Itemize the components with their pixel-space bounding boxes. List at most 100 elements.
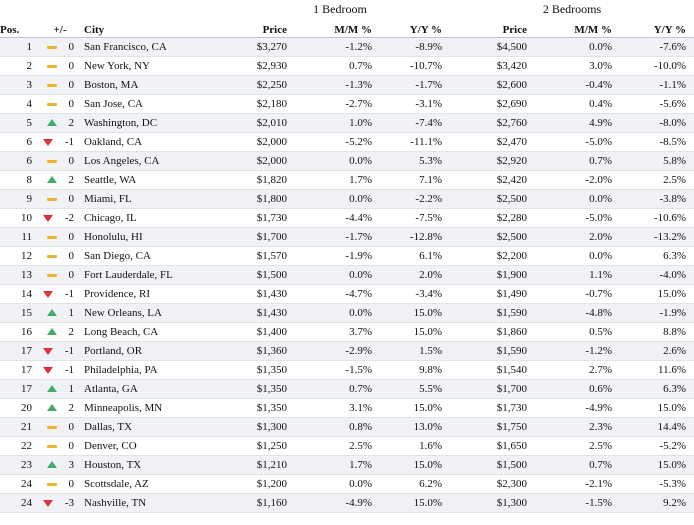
price-2br-cell: $1,300: [450, 493, 535, 513]
city-cell: Houston, TX: [80, 455, 230, 475]
price-1br-cell: $1,210: [230, 455, 295, 475]
mm-2br-cell: -0.4%: [535, 75, 620, 95]
down-arrow-icon: [41, 138, 55, 147]
yy-1br-cell: 15.0%: [380, 303, 450, 323]
rank-cell: 20: [0, 398, 40, 418]
up-arrow-icon: [45, 176, 59, 184]
change-cell: 2: [40, 170, 80, 190]
mm-1br-cell: -1.9%: [295, 246, 380, 266]
table-row: 16 2 Long Beach, CA $1,400 3.7% 15.0% $1,860 0.…: [0, 322, 694, 342]
mm-1br-cell: -1.3%: [295, 75, 380, 95]
table-row: 13 0 Fort Lauderdale, FL $1,500 0.0% 2.0% $1,9…: [0, 265, 694, 285]
change-cell: 0: [40, 417, 80, 437]
change-cell: -1: [40, 284, 80, 304]
price-2br-cell: $1,700: [450, 379, 535, 399]
city-cell: Dallas, TX: [80, 417, 230, 437]
change-value: 0: [68, 79, 75, 91]
change-cell: 0: [40, 56, 80, 76]
mm-2br-cell: 1.1%: [535, 265, 620, 285]
price-1br-cell: $1,350: [230, 360, 295, 380]
table-row: 12 0 San Diego, CA $1,570 -1.9% 6.1% $2,200 0.0…: [0, 246, 694, 266]
down-arrow-icon: [41, 366, 55, 375]
mm-1br-cell: 2.5%: [295, 436, 380, 456]
change-value: 1: [68, 383, 75, 395]
mm-1br-cell: -4.7%: [295, 284, 380, 304]
price-2br-cell: $2,420: [450, 170, 535, 190]
down-arrow-icon: [41, 214, 55, 223]
group-header-1br: 1 Bedroom: [313, 2, 367, 16]
change-value: 0: [68, 269, 75, 281]
change-cell: 1: [40, 379, 80, 399]
yy-1br-cell: -1.7%: [380, 75, 450, 95]
mm-2br-cell: -2.0%: [535, 170, 620, 190]
change-value: 0: [68, 41, 75, 53]
mm-2br-cell: -4.8%: [535, 303, 620, 323]
yy-2br-cell: 9.2%: [620, 493, 694, 513]
city-cell: San Francisco, CA: [80, 37, 230, 57]
rank-cell: 10: [0, 208, 40, 228]
down-arrow-icon: [41, 347, 55, 356]
rank-cell: 17: [0, 341, 40, 361]
price-1br-cell: $1,700: [230, 227, 295, 247]
price-1br-cell: $1,250: [230, 436, 295, 456]
table-row: 22 0 Denver, CO $1,250 2.5% 1.6% $1,650 2.5% -5.…: [0, 436, 694, 456]
change-value: -1: [64, 345, 74, 357]
rank-cell: 1: [0, 37, 40, 57]
yy-1br-cell: 9.8%: [380, 360, 450, 380]
city-cell: New Orleans, LA: [80, 303, 230, 323]
no-change-dash-icon: [45, 157, 59, 165]
table-row: 4 0 San Jose, CA $2,180 -2.7% -3.1% $2,690 0.4%…: [0, 94, 694, 114]
change-cell: 0: [40, 227, 80, 247]
column-header-price-2br: Price: [450, 17, 535, 38]
change-cell: 0: [40, 94, 80, 114]
price-2br-cell: $1,650: [450, 436, 535, 456]
price-1br-cell: $1,300: [230, 417, 295, 437]
mm-1br-cell: 0.0%: [295, 474, 380, 494]
city-cell: Portland, OR: [80, 341, 230, 361]
change-cell: -2: [40, 208, 80, 228]
change-value: 2: [68, 402, 75, 414]
up-arrow-icon: [45, 309, 59, 317]
mm-2br-cell: 4.9%: [535, 113, 620, 133]
change-value: -3: [64, 497, 74, 509]
yy-2br-cell: -5.6%: [620, 94, 694, 114]
up-arrow-icon: [45, 385, 59, 393]
table-row: 8 2 Seattle, WA $1,820 1.7% 7.1% $2,420 -2.0% 2.…: [0, 170, 694, 190]
mm-2br-cell: -1.2%: [535, 341, 620, 361]
rank-cell: 17: [0, 379, 40, 399]
mm-2br-cell: 0.6%: [535, 379, 620, 399]
price-1br-cell: $2,000: [230, 151, 295, 171]
rank-cell: 11: [0, 227, 40, 247]
mm-2br-cell: -5.0%: [535, 132, 620, 152]
price-2br-cell: $2,470: [450, 132, 535, 152]
mm-2br-cell: 2.0%: [535, 227, 620, 247]
mm-1br-cell: 0.0%: [295, 265, 380, 285]
price-1br-cell: $1,160: [230, 493, 295, 513]
no-change-dash-icon: [45, 423, 59, 431]
rank-cell: 12: [0, 246, 40, 266]
yy-1br-cell: -3.4%: [380, 284, 450, 304]
mm-2br-cell: 2.3%: [535, 417, 620, 437]
price-2br-cell: $1,900: [450, 265, 535, 285]
mm-2br-cell: -4.9%: [535, 398, 620, 418]
change-cell: 0: [40, 189, 80, 209]
up-arrow-icon: [45, 461, 59, 469]
change-cell: 0: [40, 265, 80, 285]
price-2br-cell: $4,500: [450, 37, 535, 57]
mm-2br-cell: -5.0%: [535, 208, 620, 228]
yy-2br-cell: -10.6%: [620, 208, 694, 228]
yy-2br-cell: 15.0%: [620, 398, 694, 418]
column-header-pos: Pos.: [0, 17, 40, 38]
rank-cell: 22: [0, 436, 40, 456]
mm-1br-cell: 0.8%: [295, 417, 380, 437]
group-header-2br: 2 Bedrooms: [542, 2, 602, 16]
rank-cell: 13: [0, 265, 40, 285]
mm-1br-cell: 1.0%: [295, 113, 380, 133]
table-row: 17 1 Atlanta, GA $1,350 0.7% 5.5% $1,700 0.6% 6.…: [0, 379, 694, 399]
yy-1br-cell: 1.5%: [380, 341, 450, 361]
table-row: 21 0 Dallas, TX $1,300 0.8% 13.0% $1,750 2.3% 14…: [0, 417, 694, 437]
city-cell: Scottsdale, AZ: [80, 474, 230, 494]
city-cell: Long Beach, CA: [80, 322, 230, 342]
no-change-dash-icon: [45, 252, 59, 260]
rank-cell: 15: [0, 303, 40, 323]
